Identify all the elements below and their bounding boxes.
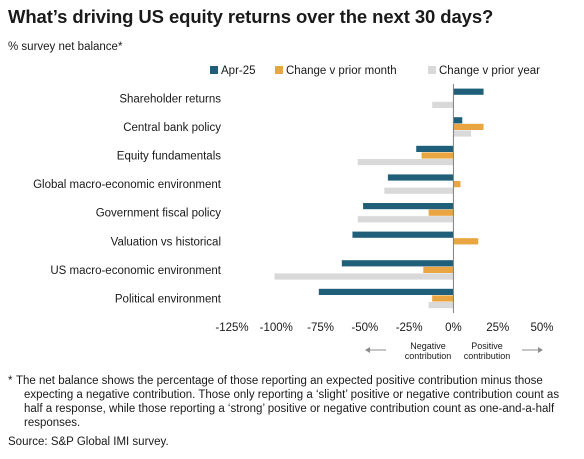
legend-label-1: Apr-25 — [221, 65, 256, 77]
bar-2 — [428, 209, 454, 216]
chart-title: What’s driving US equity returns over th… — [8, 6, 494, 27]
left-arrow-icon — [365, 347, 370, 353]
legend-swatch-3 — [428, 66, 436, 74]
bar-2 — [423, 266, 454, 273]
bar-1 — [363, 203, 454, 210]
bar-2 — [432, 295, 454, 302]
x-tick-label: 25% — [486, 322, 509, 334]
footnote-marker: * — [8, 375, 13, 387]
x-tick-label: -75% — [307, 322, 334, 334]
bar-1 — [318, 288, 454, 295]
legend-label-3: Change v prior year — [439, 65, 540, 77]
category-label: Shareholder returns — [119, 93, 221, 105]
positive-annotation: Positive — [471, 341, 503, 351]
legend-swatch-1 — [210, 66, 218, 74]
right-arrow-icon — [538, 347, 543, 353]
bar-1 — [341, 260, 454, 267]
source-note: Source: S&P Global IMI survey. — [8, 436, 169, 448]
chart-area: Apr-25 Change v prior month Change v prior… — [33, 65, 553, 361]
bar-1 — [453, 117, 463, 124]
bar-3 — [384, 187, 454, 194]
footnote-text: The net balance shows the percentage of … — [16, 375, 560, 429]
x-tick-label: -25% — [396, 322, 423, 334]
category-label: US macro-economic environment — [50, 265, 221, 277]
category-label: Government fiscal policy — [96, 208, 222, 220]
negative-annotation: contribution — [405, 351, 452, 361]
x-tick-label: -100% — [260, 322, 293, 334]
category-label: Equity fundamentals — [117, 151, 221, 163]
x-tick-label: -50% — [351, 322, 378, 334]
legend-label-2: Change v prior month — [286, 65, 397, 77]
category-label: Central bank policy — [123, 122, 221, 134]
negative-annotation: Negative — [410, 341, 446, 351]
category-label: Global macro-economic environment — [33, 179, 222, 191]
bar-1 — [416, 145, 454, 152]
bar-2 — [421, 152, 454, 159]
category-label: Valuation vs historical — [111, 236, 221, 248]
category-label: Political environment — [115, 294, 222, 306]
bar-1 — [352, 231, 454, 238]
chart-subtitle: % survey net balance* — [8, 41, 123, 53]
bar-3 — [453, 130, 472, 137]
positive-annotation: contribution — [464, 351, 511, 361]
bar-2 — [453, 238, 479, 245]
x-tick-label: -125% — [215, 322, 248, 334]
legend-swatch-2 — [275, 66, 283, 74]
bar-3 — [432, 101, 454, 108]
bar-3 — [357, 159, 454, 166]
bar-1 — [387, 174, 454, 181]
bar-3 — [357, 216, 454, 223]
bar-3 — [428, 302, 454, 309]
x-tick-label: 0% — [445, 322, 462, 334]
bar-1 — [453, 88, 484, 95]
footnote: * The net balance shows the percentage o… — [8, 374, 576, 430]
bar-2 — [453, 123, 484, 130]
x-tick-label: 50% — [530, 322, 553, 334]
bar-3 — [274, 273, 454, 280]
bar-2 — [453, 181, 461, 188]
